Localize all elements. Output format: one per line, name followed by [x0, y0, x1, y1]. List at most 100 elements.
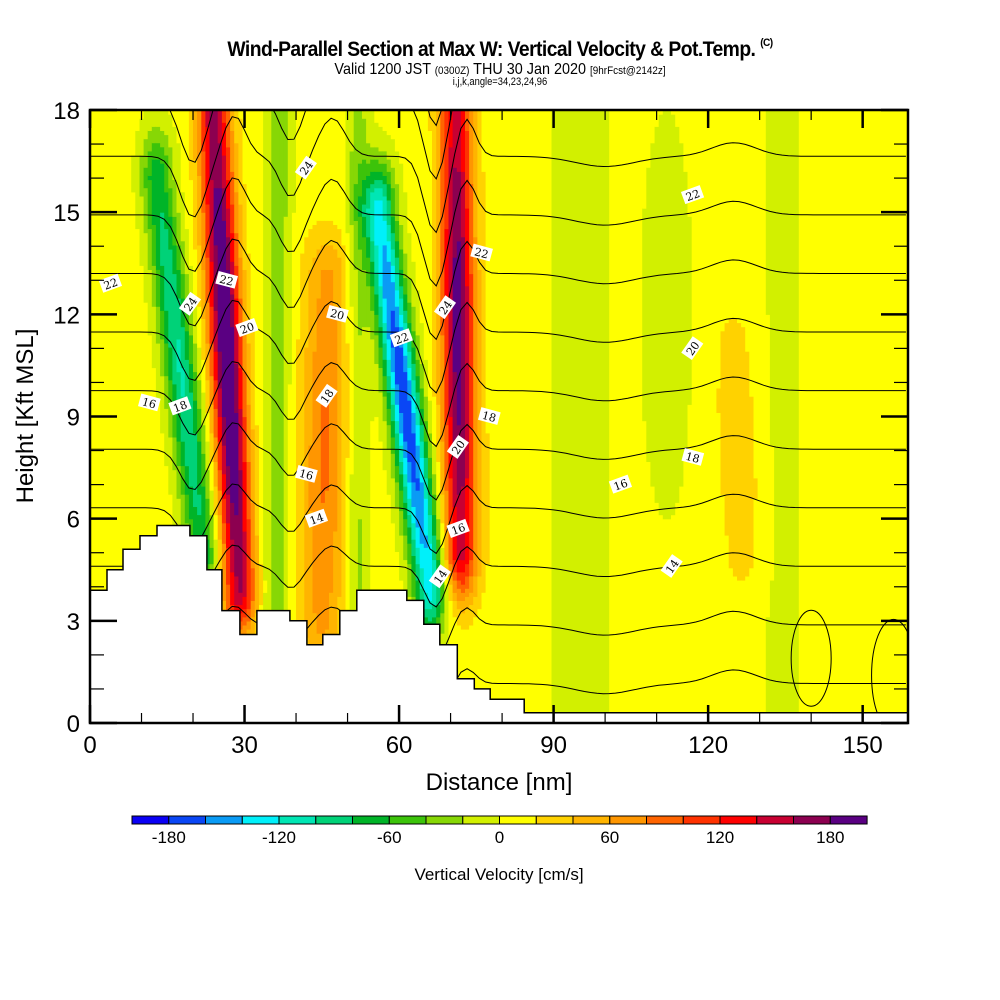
velocity-cell: [374, 334, 379, 364]
x-tick-label: 30: [231, 732, 258, 759]
velocity-cell: [114, 110, 120, 723]
velocity-cell: [176, 110, 182, 144]
velocity-cell: [444, 314, 450, 426]
velocity-cell: [230, 204, 235, 234]
colorbar-tick-label: 0: [495, 828, 504, 847]
velocity-cell: [176, 244, 182, 270]
velocity-cell: [250, 567, 256, 601]
velocity-cell: [357, 216, 363, 250]
velocity-cell: [440, 547, 445, 569]
velocity-cell: [234, 326, 239, 364]
velocity-cell: [427, 110, 433, 131]
velocity-cell: [407, 543, 412, 565]
velocity-cell: [370, 310, 375, 340]
velocity-cell: [374, 110, 379, 123]
velocity-cell: [728, 318, 734, 569]
y-axis-title: Height [Kft MSL]: [12, 329, 39, 504]
velocity-cell: [440, 441, 445, 495]
velocity-cell: [349, 224, 355, 307]
velocity-cell: [324, 110, 330, 221]
velocity-cell: [456, 580, 462, 589]
velocity-cell: [188, 392, 194, 487]
velocity-cell: [473, 575, 478, 597]
velocity-cell: [333, 314, 338, 532]
colorbar-swatch: [719, 815, 758, 825]
velocity-cell: [226, 208, 231, 238]
velocity-cell: [403, 518, 408, 536]
velocity-cell: [180, 441, 186, 467]
velocity-cell: [230, 110, 235, 131]
velocity-cell: [901, 110, 907, 723]
velocity-cell: [226, 494, 231, 524]
velocity-cell: [250, 502, 256, 569]
velocity-cell: [390, 232, 396, 250]
velocity-cell: [399, 110, 404, 164]
velocity-cell: [151, 306, 157, 369]
velocity-cell: [366, 110, 371, 144]
velocity-cell: [205, 441, 211, 471]
velocity-cell: [357, 334, 363, 520]
velocity-cell: [588, 110, 594, 723]
velocity-cell: [456, 600, 462, 610]
velocity-cell: [205, 110, 211, 127]
velocity-cell: [469, 559, 474, 577]
velocity-cell: [448, 110, 454, 148]
velocity-cell: [209, 432, 215, 462]
velocity-cell: [160, 265, 165, 311]
colorbar-swatch: [682, 815, 721, 825]
velocity-cell: [440, 110, 445, 336]
velocity-cell: [460, 592, 466, 601]
velocity-cell: [267, 110, 272, 618]
velocity-cell: [230, 571, 235, 606]
velocity-cell: [362, 159, 367, 180]
velocity-cell: [432, 494, 437, 516]
velocity-cell: [168, 404, 173, 438]
velocity-cell: [621, 110, 627, 723]
colorbar-swatch: [205, 815, 243, 825]
velocity-cell: [205, 126, 211, 205]
velocity-cell: [749, 567, 754, 723]
velocity-cell: [592, 110, 598, 723]
y-tick-label: 18: [53, 98, 80, 125]
velocity-cell: [238, 592, 244, 606]
velocity-cell: [160, 375, 165, 434]
velocity-cell: [209, 375, 215, 405]
velocity-cell: [370, 171, 375, 185]
velocity-cell: [366, 236, 371, 258]
velocity-cell: [279, 110, 285, 723]
velocity-cell: [411, 571, 417, 597]
velocity-cell: [221, 498, 227, 524]
velocity-cell: [337, 110, 342, 230]
velocity-cell: [168, 347, 173, 381]
velocity-cell: [415, 526, 421, 548]
velocity-cell: [444, 228, 450, 315]
velocity-cell: [448, 563, 454, 577]
velocity-cell: [172, 126, 178, 180]
velocity-cell: [394, 150, 400, 185]
velocity-cell: [386, 338, 392, 360]
velocity-cell: [242, 530, 248, 597]
velocity-cell: [176, 269, 182, 299]
velocity-cell: [419, 408, 425, 426]
velocity-cell: [221, 220, 227, 418]
velocity-cell: [390, 387, 396, 405]
velocity-cell: [399, 490, 404, 512]
velocity-cell: [238, 298, 244, 336]
velocity-cell: [757, 110, 763, 723]
velocity-cell: [481, 110, 487, 172]
velocity-cell: [436, 110, 441, 405]
velocity-cell: [403, 486, 408, 503]
velocity-cell: [679, 142, 684, 487]
velocity-cell: [234, 232, 239, 266]
contour-label-text: 18: [481, 409, 498, 425]
theta-closed-contour: [871, 618, 908, 723]
velocity-cell: [308, 269, 314, 446]
velocity-cell: [465, 596, 470, 610]
velocity-cell: [168, 248, 173, 348]
theta-contour-25: [90, 0, 906, 18]
velocity-cell: [465, 285, 470, 479]
velocity-cell: [605, 110, 610, 723]
colorbar-tick-label: 60: [600, 828, 619, 847]
velocity-cell: [226, 465, 231, 495]
velocity-cell: [761, 110, 767, 723]
